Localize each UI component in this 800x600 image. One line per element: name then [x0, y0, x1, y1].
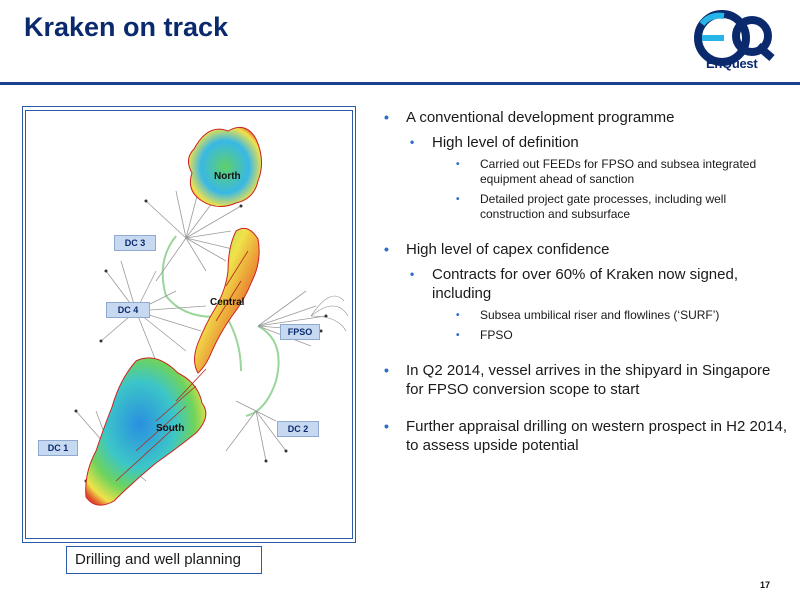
north-field-label: North: [214, 171, 241, 182]
central-field-label: Central: [210, 297, 245, 308]
bullet-icon: •: [384, 109, 389, 125]
bullet-item: • A conventional development programme: [384, 109, 675, 126]
bullet-item: • Subsea umbilical riser and flowlines (‘…: [456, 308, 720, 322]
header-divider: [0, 82, 800, 85]
bullet-item: • Detailed project gate processes, includ…: [456, 192, 727, 221]
bullet-icon: •: [384, 418, 389, 434]
page-number: 17: [760, 580, 771, 590]
enquest-logo-icon: [694, 10, 775, 66]
well-endpoints: [74, 179, 328, 493]
dc1-label: DC 1: [38, 440, 78, 456]
map-frame-inner: [25, 110, 353, 539]
bullet-icon: •: [410, 135, 415, 149]
bullet-icon: •: [384, 362, 389, 378]
north-field: [188, 126, 262, 207]
fpso-label: FPSO: [280, 324, 320, 340]
bullet-item: • In Q2 2014, vessel arrives in the shipy…: [384, 362, 771, 398]
bullet-item: • Contracts for over 60% of Kraken now si…: [410, 266, 738, 302]
dc4-label: DC 4: [106, 302, 150, 318]
bullet-list: • A conventional development programme • H…: [380, 108, 790, 455]
south-field: [85, 357, 207, 506]
bullet-icon: •: [456, 310, 460, 321]
slide-header: Kraken on track: [0, 0, 800, 85]
fpso-mooring: [310, 295, 349, 332]
bullet-icon: •: [456, 330, 460, 341]
flowline-loop: [245, 325, 280, 417]
map-caption: Drilling and well planning: [66, 546, 262, 574]
bullet-item: • Further appraisal drilling on western p…: [384, 418, 788, 454]
bullet-item: • Carried out FEEDs for FPSO and subsea i…: [456, 157, 757, 186]
flowline-loop: [225, 315, 242, 372]
enquest-wordmark: EnQuest: [706, 56, 758, 71]
bullet-icon: •: [456, 194, 460, 205]
bullet-icon: •: [456, 159, 460, 170]
fault-lines: [115, 250, 249, 482]
dc3-label: DC 3: [114, 235, 156, 251]
dc2-label: DC 2: [277, 421, 319, 437]
bullet-item: • High level of capex confidence: [384, 241, 610, 258]
bullet-item: • FPSO: [456, 328, 513, 342]
bullet-icon: •: [384, 241, 389, 257]
slide-title: Kraken on track: [24, 12, 229, 42]
bullet-item: • High level of definition: [410, 134, 579, 151]
field-map: [74, 126, 349, 506]
bullet-icon: •: [410, 267, 415, 281]
central-field: [194, 227, 260, 374]
south-field-label: South: [156, 423, 185, 434]
